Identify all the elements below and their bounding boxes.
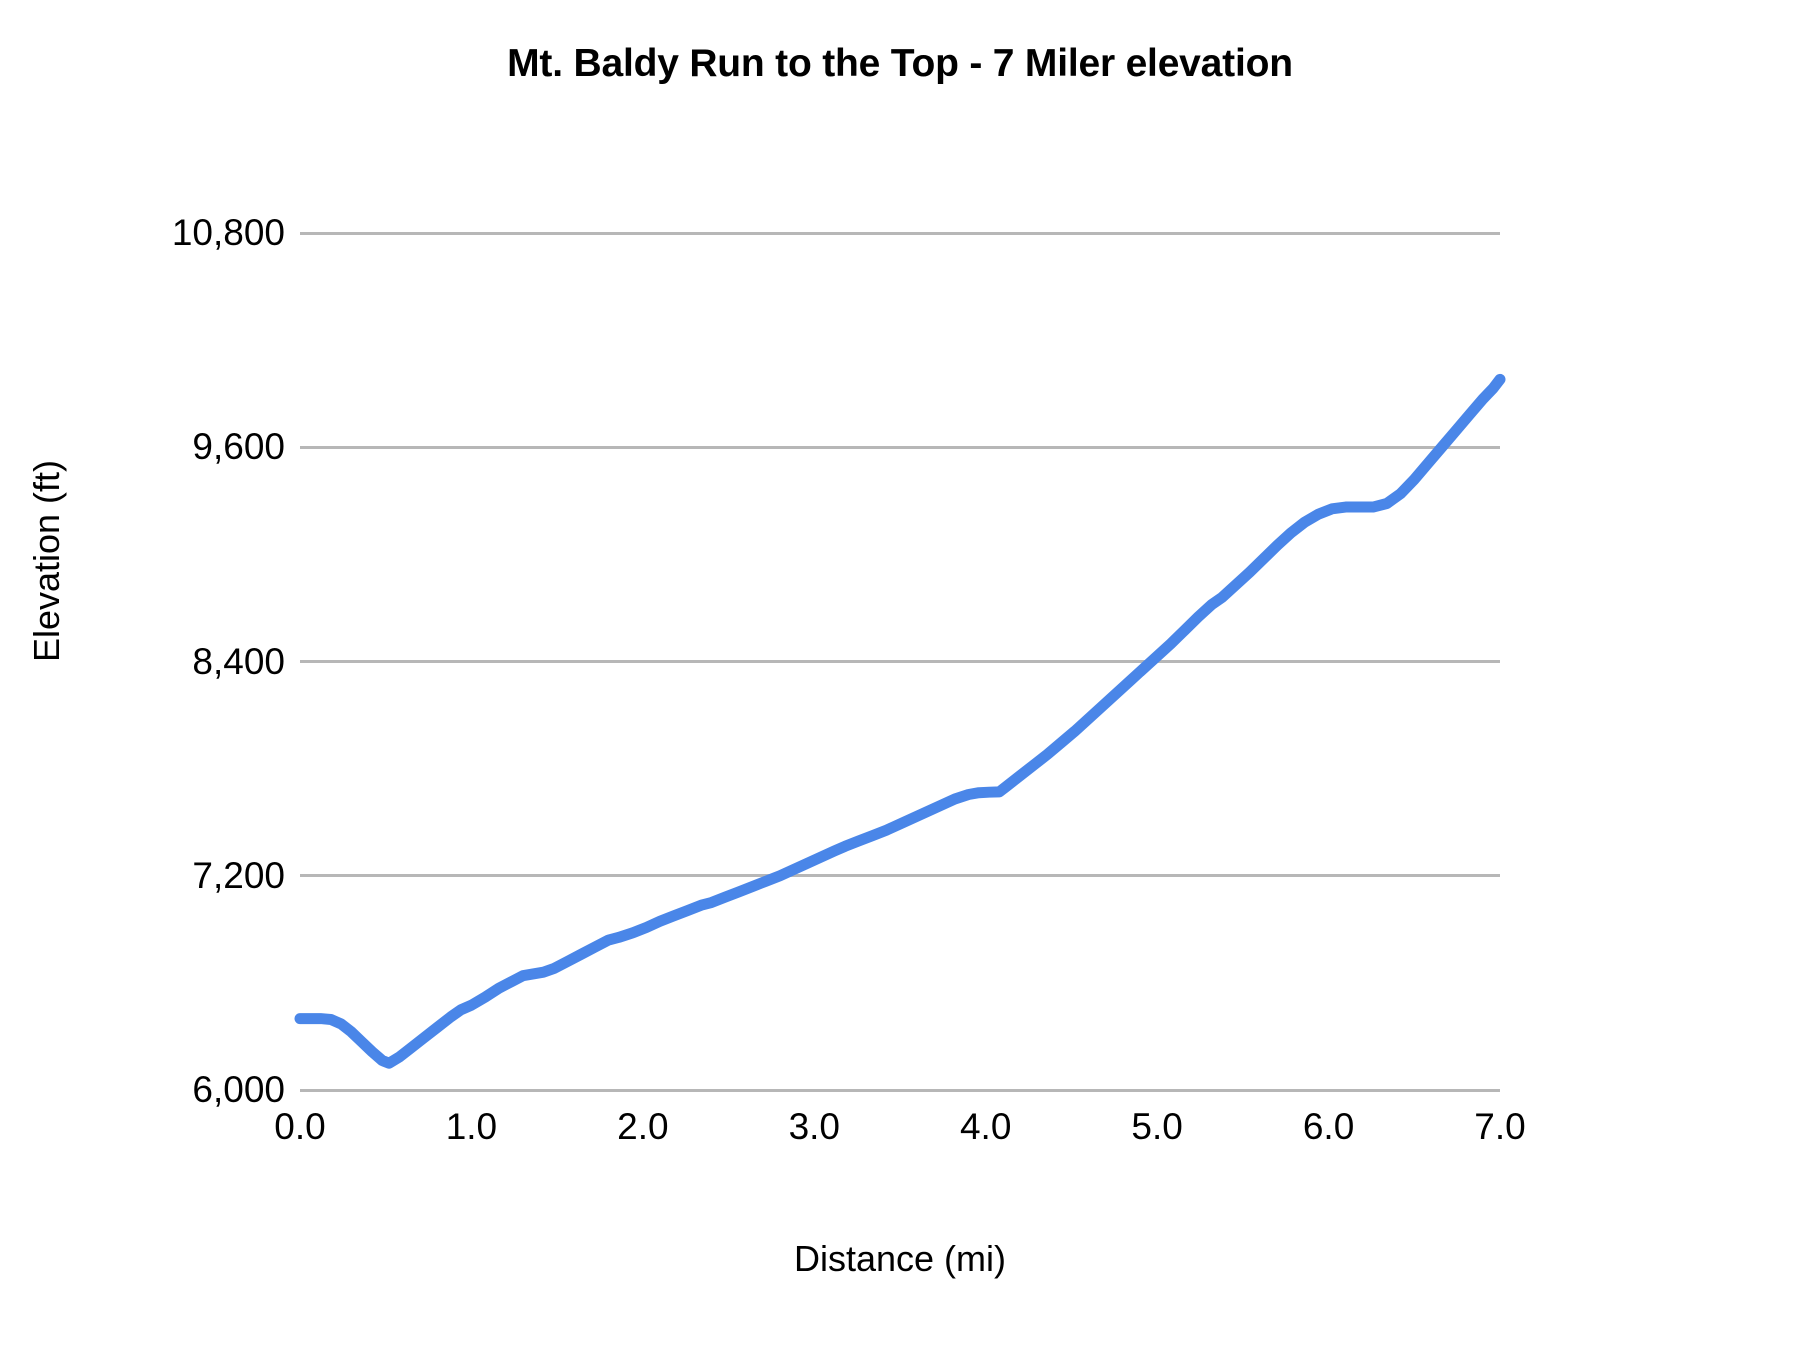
x-tick-label: 2.0 xyxy=(617,1106,669,1147)
x-tick-label: 0.0 xyxy=(274,1106,326,1147)
x-tick-label: 5.0 xyxy=(1131,1106,1183,1147)
x-axis-tick-labels: 0.0 1.0 2.0 3.0 4.0 5.0 6.0 7.0 xyxy=(274,1106,1525,1166)
x-tick-label: 1.0 xyxy=(445,1106,498,1147)
x-axis-title: Distance (mi) xyxy=(793,1238,1007,1279)
y-tick-label: 6,000 xyxy=(192,1069,285,1110)
elevation-series-line xyxy=(294,373,1506,1069)
plot-area xyxy=(294,231,1506,1092)
x-tick-label: 4.0 xyxy=(959,1106,1012,1147)
gridline-6000 xyxy=(300,1088,1500,1092)
gridline-7200 xyxy=(300,874,1500,878)
x-tick-label: 3.0 xyxy=(788,1106,840,1147)
y-tick-label: 9,600 xyxy=(192,426,285,468)
y-tick-label: 7,200 xyxy=(192,854,285,896)
y-axis-tick-labels: 6,000 7,200 8,400 9,600 10,800 xyxy=(0,212,285,1110)
x-tick-label: 7.0 xyxy=(1474,1106,1526,1147)
gridline-9600 xyxy=(300,445,1500,449)
y-tick-label: 8,400 xyxy=(192,640,285,682)
x-tick-label: 6.0 xyxy=(1302,1106,1355,1147)
gridline-10800 xyxy=(300,231,1500,235)
y-tick-label: 10,800 xyxy=(171,212,285,253)
series-polyline xyxy=(294,373,1506,1069)
gridline-8400 xyxy=(300,660,1500,663)
chart-title: Mt. Baldy Run to the Top - 7 Miler eleva… xyxy=(507,42,1293,85)
